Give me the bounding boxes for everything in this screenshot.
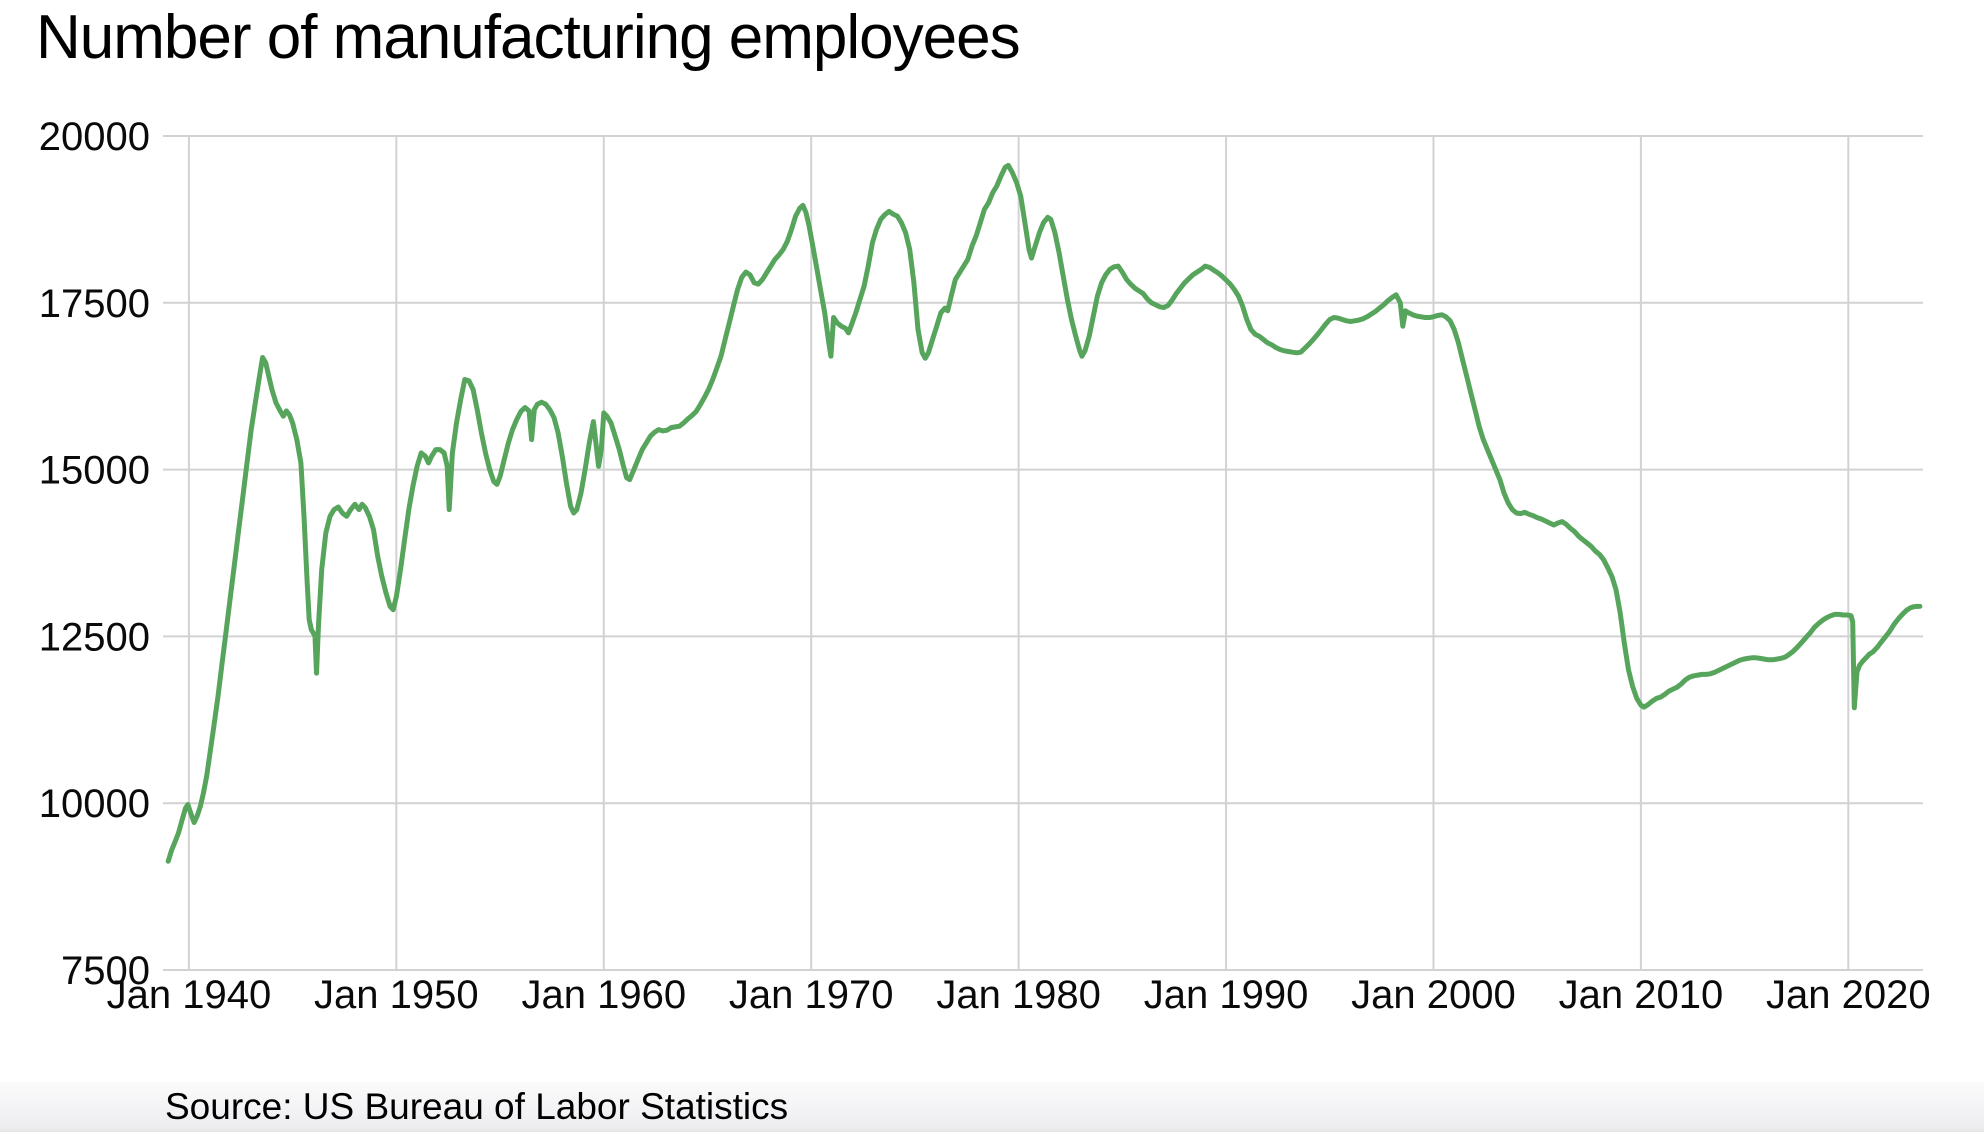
x-tick-label: Jan 2010 (1559, 973, 1724, 1017)
y-tick-label: 12500 (39, 615, 150, 659)
source-band: Source: US Bureau of Labor Statistics (0, 1082, 1984, 1132)
y-tick-label: 15000 (39, 449, 150, 493)
gridlines (163, 135, 1923, 971)
data-line (165, 162, 1923, 864)
x-tick-label: Jan 1980 (936, 973, 1101, 1017)
x-tick-label: Jan 1940 (107, 973, 272, 1017)
y-axis-labels: 7500 10000 12500 15000 17500 20000 (39, 115, 150, 993)
x-tick-label: Jan 1990 (1144, 973, 1309, 1017)
y-tick-label: 17500 (39, 282, 150, 326)
y-tick-label: 10000 (39, 782, 150, 826)
x-tick-label: Jan 1960 (521, 973, 686, 1017)
y-tick-label: 20000 (39, 115, 150, 159)
x-tick-label: Jan 1970 (729, 973, 894, 1017)
y-tick-label: 7500 (61, 949, 150, 993)
x-tick-label: Jan 1950 (314, 973, 479, 1017)
x-axis-labels: Jan 1940 Jan 1950 Jan 1960 Jan 1970 Jan 1980… (107, 973, 1931, 1017)
x-tick-label: Jan 2020 (1766, 973, 1931, 1017)
chart-title: Number of manufacturing employees (36, 3, 1021, 72)
x-tick-label: Jan 2000 (1351, 973, 1516, 1017)
source-note: Source: US Bureau of Labor Statistics (165, 1086, 789, 1127)
